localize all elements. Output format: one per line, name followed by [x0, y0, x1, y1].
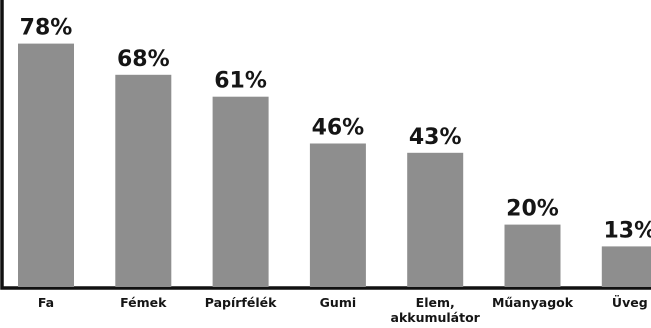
category-label-5: Műanyagok — [492, 295, 574, 310]
value-label-0: 78% — [20, 16, 73, 41]
chart-frame — [0, 0, 651, 290]
category-label-3: Gumi — [320, 295, 356, 310]
bar-5 — [504, 224, 561, 287]
bar-3 — [309, 143, 366, 287]
value-label-1: 68% — [117, 47, 170, 72]
value-label-2: 61% — [214, 69, 267, 94]
category-label-2: Papírfélék — [205, 295, 277, 310]
value-label-6: 13% — [603, 218, 651, 243]
category-label-1: Fémek — [120, 295, 167, 310]
category-label-6: Üveg — [612, 295, 648, 310]
bar-1 — [115, 74, 172, 287]
value-label-4: 43% — [409, 125, 462, 150]
category-label-4: Elem, akkumulátor — [391, 295, 481, 325]
category-labels-group: Fa Fémek Papírfélék Gumi Elem, akkumulátor Műa… — [38, 295, 648, 325]
value-labels-group: 78% 68% 61% 46% 43% 20% 13% — [20, 16, 651, 244]
bar-0 — [18, 43, 74, 287]
bars-group — [18, 43, 651, 287]
bar-4 — [407, 152, 464, 287]
bar-6 — [601, 246, 651, 287]
value-label-5: 20% — [506, 197, 559, 222]
value-label-3: 46% — [312, 116, 365, 141]
category-label-0: Fa — [38, 295, 54, 310]
bar-2 — [212, 96, 269, 287]
